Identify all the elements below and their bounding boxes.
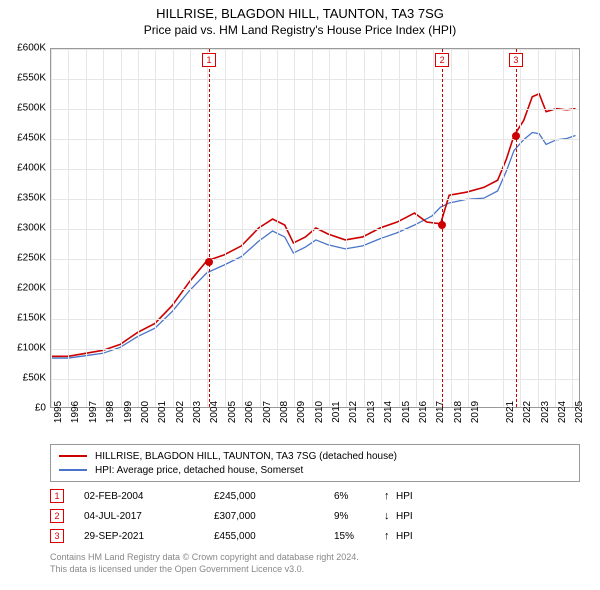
sale-marker-dot bbox=[438, 221, 446, 229]
sale-hpi-label: HPI bbox=[396, 511, 426, 522]
legend-swatch bbox=[59, 469, 87, 471]
footer-line: Contains HM Land Registry data © Crown c… bbox=[50, 552, 580, 564]
x-tick-label: 2016 bbox=[418, 401, 429, 423]
x-tick-label: 2003 bbox=[192, 401, 203, 423]
y-tick-label: £100K bbox=[17, 343, 46, 354]
x-tick-label: 2009 bbox=[296, 401, 307, 423]
chart-subtitle: Price paid vs. HM Land Registry's House … bbox=[0, 23, 600, 37]
legend-label: HILLRISE, BLAGDON HILL, TAUNTON, TA3 7SG… bbox=[95, 451, 397, 462]
x-tick-label: 2005 bbox=[227, 401, 238, 423]
sales-row: 1 02-FEB-2004 £245,000 6% ↑ HPI bbox=[50, 486, 580, 506]
x-tick-label: 2006 bbox=[244, 401, 255, 423]
y-tick-label: £350K bbox=[17, 193, 46, 204]
x-tick-label: 2011 bbox=[331, 401, 342, 423]
sale-marker-dot bbox=[512, 132, 520, 140]
sale-pct: 9% bbox=[334, 511, 384, 522]
x-tick-label: 2019 bbox=[470, 401, 481, 423]
series-line bbox=[51, 133, 576, 359]
legend-swatch bbox=[59, 455, 87, 457]
sale-price: £455,000 bbox=[214, 531, 334, 542]
sale-marker-dot bbox=[205, 258, 213, 266]
y-tick-label: £600K bbox=[17, 43, 46, 54]
x-tick-label: 2017 bbox=[435, 401, 446, 423]
y-tick-label: £150K bbox=[17, 313, 46, 324]
x-tick-label: 1997 bbox=[88, 401, 99, 423]
x-tick-label: 2000 bbox=[140, 401, 151, 423]
sale-marker-box: 3 bbox=[509, 53, 523, 67]
sale-hpi-label: HPI bbox=[396, 491, 426, 502]
x-tick-label: 2001 bbox=[157, 401, 168, 423]
sale-date: 29-SEP-2021 bbox=[84, 531, 214, 542]
sale-marker-box: 1 bbox=[202, 53, 216, 67]
y-tick-label: £0 bbox=[35, 403, 46, 414]
legend-item: HPI: Average price, detached house, Some… bbox=[59, 463, 571, 477]
x-tick-label: 1995 bbox=[53, 401, 64, 423]
legend-item: HILLRISE, BLAGDON HILL, TAUNTON, TA3 7SG… bbox=[59, 449, 571, 463]
sale-price: £245,000 bbox=[214, 491, 334, 502]
footer-attribution: Contains HM Land Registry data © Crown c… bbox=[50, 552, 580, 575]
sale-pct: 15% bbox=[334, 531, 384, 542]
titles: HILLRISE, BLAGDON HILL, TAUNTON, TA3 7SG… bbox=[0, 0, 600, 37]
line-series-svg bbox=[51, 49, 579, 407]
arrow-down-icon: ↓ bbox=[384, 510, 396, 522]
x-tick-label: 1999 bbox=[123, 401, 134, 423]
x-tick-label: 2012 bbox=[348, 401, 359, 423]
x-tick-label: 2025 bbox=[574, 401, 585, 423]
arrow-up-icon: ↑ bbox=[384, 490, 396, 502]
y-tick-label: £200K bbox=[17, 283, 46, 294]
series-line bbox=[51, 94, 576, 357]
sale-marker-line bbox=[209, 49, 210, 407]
sales-table: 1 02-FEB-2004 £245,000 6% ↑ HPI 2 04-JUL… bbox=[50, 486, 580, 546]
y-tick-label: £500K bbox=[17, 103, 46, 114]
x-tick-label: 2014 bbox=[383, 401, 394, 423]
x-tick-label: 2004 bbox=[209, 401, 220, 423]
sales-row: 2 04-JUL-2017 £307,000 9% ↓ HPI bbox=[50, 506, 580, 526]
y-tick-label: £300K bbox=[17, 223, 46, 234]
y-tick-label: £550K bbox=[17, 73, 46, 84]
x-tick-label: 2022 bbox=[522, 401, 533, 423]
x-tick-label: 2024 bbox=[557, 401, 568, 423]
x-tick-label: 1998 bbox=[105, 401, 116, 423]
sale-hpi-label: HPI bbox=[396, 531, 426, 542]
y-tick-label: £400K bbox=[17, 163, 46, 174]
sale-index-box: 1 bbox=[50, 489, 64, 503]
plot-area: 1 2 3 bbox=[50, 48, 580, 408]
x-tick-label: 1996 bbox=[70, 401, 81, 423]
chart-container: HILLRISE, BLAGDON HILL, TAUNTON, TA3 7SG… bbox=[0, 0, 600, 590]
footer-line: This data is licensed under the Open Gov… bbox=[50, 564, 580, 576]
sale-marker-line bbox=[516, 49, 517, 407]
x-tick-label: 2015 bbox=[401, 401, 412, 423]
x-tick-label: 2002 bbox=[175, 401, 186, 423]
sale-price: £307,000 bbox=[214, 511, 334, 522]
x-tick-label: 2010 bbox=[314, 401, 325, 423]
x-tick-label: 2023 bbox=[540, 401, 551, 423]
y-tick-label: £250K bbox=[17, 253, 46, 264]
y-tick-label: £450K bbox=[17, 133, 46, 144]
sale-date: 04-JUL-2017 bbox=[84, 511, 214, 522]
legend-label: HPI: Average price, detached house, Some… bbox=[95, 465, 303, 476]
sale-pct: 6% bbox=[334, 491, 384, 502]
sales-row: 3 29-SEP-2021 £455,000 15% ↑ HPI bbox=[50, 526, 580, 546]
sale-index-box: 3 bbox=[50, 529, 64, 543]
chart-title: HILLRISE, BLAGDON HILL, TAUNTON, TA3 7SG bbox=[0, 6, 600, 21]
sale-index-box: 2 bbox=[50, 509, 64, 523]
sale-date: 02-FEB-2004 bbox=[84, 491, 214, 502]
sale-marker-box: 2 bbox=[435, 53, 449, 67]
y-tick-label: £50K bbox=[23, 373, 46, 384]
x-tick-label: 2013 bbox=[366, 401, 377, 423]
x-tick-label: 2021 bbox=[505, 401, 516, 423]
x-tick-label: 2018 bbox=[453, 401, 464, 423]
legend: HILLRISE, BLAGDON HILL, TAUNTON, TA3 7SG… bbox=[50, 444, 580, 482]
x-tick-label: 2007 bbox=[262, 401, 273, 423]
x-tick-label: 2008 bbox=[279, 401, 290, 423]
arrow-up-icon: ↑ bbox=[384, 530, 396, 542]
